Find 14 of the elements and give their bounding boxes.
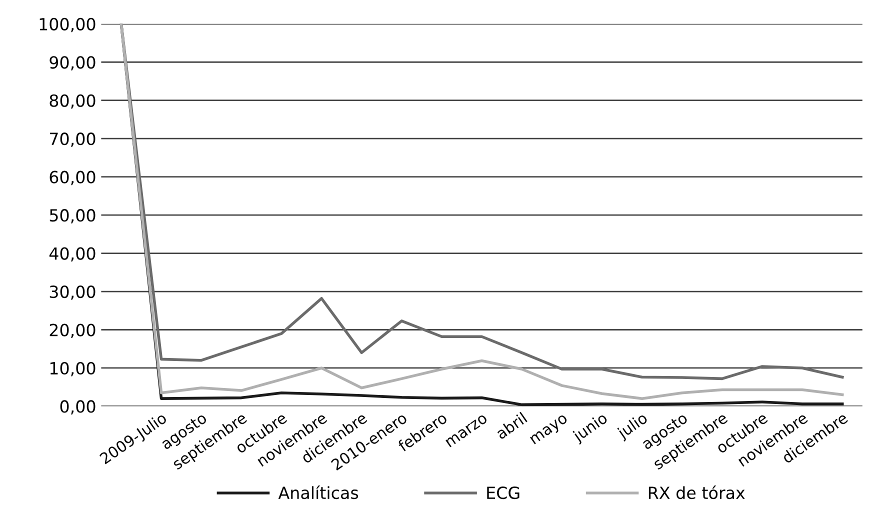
- y-tick-label: 60,00: [50, 170, 96, 186]
- y-tick-label: 20,00: [50, 324, 96, 338]
- y-tick-label: 50,00: [50, 209, 96, 224]
- y-tick-label: 80,00: [50, 94, 96, 109]
- y-tick-label: 40,00: [49, 247, 96, 262]
- y-tick-label: 100,00: [40, 18, 96, 32]
- y-tick-label: 70,00: [50, 132, 96, 147]
- y-tick-label: 10,00: [50, 362, 96, 376]
- y-tick-label: 0,00: [60, 400, 96, 414]
- legend-label: Analíticas: [278, 486, 358, 500]
- y-tick-label: 90,00: [50, 56, 96, 70]
- legend-label: ECG: [487, 486, 520, 500]
- legend-label: RX de tórax: [648, 486, 745, 500]
- y-tick-label: 30,00: [50, 285, 96, 300]
